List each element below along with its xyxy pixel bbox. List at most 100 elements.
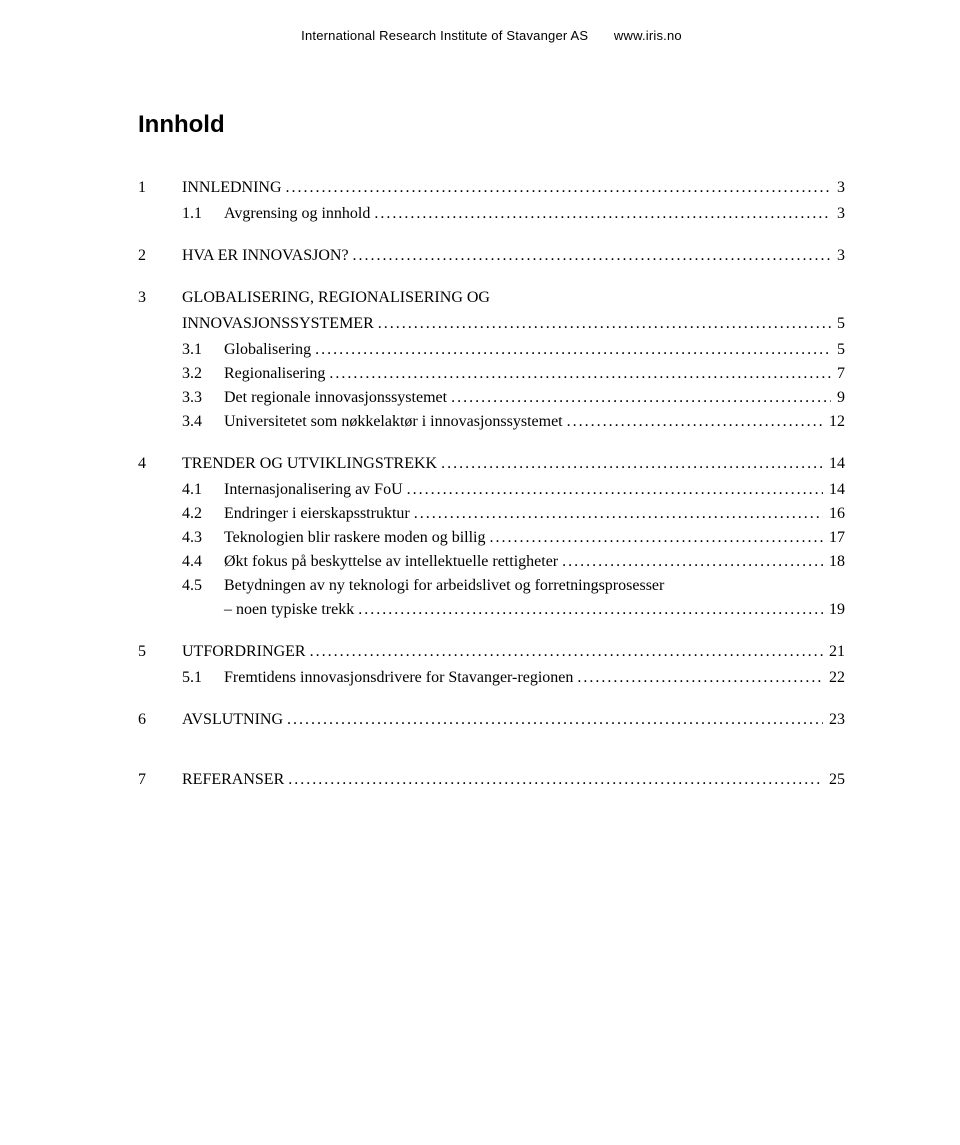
toc-section-row: 5.1Fremtidens innovasjonsdrivere for Sta… bbox=[138, 669, 845, 687]
toc-section-row: – noen typiske trekk 19 bbox=[138, 601, 845, 619]
header-url: www.iris.no bbox=[614, 28, 682, 43]
toc-entry-number: 3.4 bbox=[182, 413, 224, 431]
table-of-contents: 1INNLEDNING31.1Avgrensing og innhold32HV… bbox=[138, 179, 845, 789]
toc-leader-dots bbox=[577, 669, 823, 687]
toc-section-row: 4.1Internasjonalisering av FoU 14 bbox=[138, 481, 845, 499]
toc-entry-label: Avgrensing og innhold bbox=[224, 205, 370, 223]
toc-section-row: 1.1Avgrensing og innhold 3 bbox=[138, 205, 845, 223]
toc-page-number: 23 bbox=[827, 711, 845, 729]
toc-chapter-row: 6AVSLUTNING 23 bbox=[138, 711, 845, 729]
toc-entry-label: Internasjonalisering av FoU bbox=[224, 481, 403, 499]
toc-entry-number: 6 bbox=[138, 711, 182, 729]
toc-leader-dots bbox=[353, 247, 831, 265]
toc-leader-dots bbox=[288, 771, 823, 789]
toc-entry-label: Regionalisering bbox=[224, 365, 325, 383]
toc-entry-label: UTFORDRINGER bbox=[182, 643, 306, 661]
toc-leader-dots bbox=[315, 341, 831, 359]
toc-page-number: 16 bbox=[827, 505, 845, 523]
toc-entry-number: 5.1 bbox=[182, 669, 224, 687]
toc-page-number: 9 bbox=[835, 389, 845, 407]
toc-page-number: 17 bbox=[827, 529, 845, 547]
toc-page-number: 18 bbox=[827, 553, 845, 571]
toc-entry-label: Endringer i eierskapsstruktur bbox=[224, 505, 410, 523]
toc-leader-dots bbox=[562, 553, 823, 571]
toc-section-row: 4.2Endringer i eierskapsstruktur 16 bbox=[138, 505, 845, 523]
toc-entry-number: 3 bbox=[138, 289, 182, 307]
toc-section-row: 3.3Det regionale innovasjonssystemet 9 bbox=[138, 389, 845, 407]
toc-entry-label: AVSLUTNING bbox=[182, 711, 283, 729]
toc-entry-number: 2 bbox=[138, 247, 182, 265]
toc-leader-dots bbox=[414, 505, 823, 523]
toc-entry-number: 4.2 bbox=[182, 505, 224, 523]
toc-page-number: 14 bbox=[827, 481, 845, 499]
toc-chapter-row: 7REFERANSER 25 bbox=[138, 771, 845, 789]
toc-chapter-row: 1INNLEDNING 3 bbox=[138, 179, 845, 197]
toc-leader-dots bbox=[441, 455, 823, 473]
toc-leader-dots bbox=[407, 481, 823, 499]
toc-page-number: 25 bbox=[827, 771, 845, 789]
toc-page-number: 3 bbox=[835, 247, 845, 265]
toc-section-row: 4.5Betydningen av ny teknologi for arbei… bbox=[138, 577, 845, 595]
toc-leader-dots bbox=[567, 413, 823, 431]
toc-leader-dots bbox=[374, 205, 831, 223]
toc-page-number: 12 bbox=[827, 413, 845, 431]
toc-entry-number: 1.1 bbox=[182, 205, 224, 223]
toc-section-row: 3.2Regionalisering 7 bbox=[138, 365, 845, 383]
toc-leader-dots bbox=[451, 389, 831, 407]
toc-page-number: 14 bbox=[827, 455, 845, 473]
toc-entry-label: – noen typiske trekk bbox=[224, 601, 354, 619]
toc-entry-number: 5 bbox=[138, 643, 182, 661]
toc-chapter-row: 4TRENDER OG UTVIKLINGSTREKK 14 bbox=[138, 455, 845, 473]
toc-page-number: 22 bbox=[827, 669, 845, 687]
toc-entry-number: 1 bbox=[138, 179, 182, 197]
toc-section-row: 4.4Økt fokus på beskyttelse av intellekt… bbox=[138, 553, 845, 571]
toc-entry-number: 4.1 bbox=[182, 481, 224, 499]
toc-entry-label: Teknologien blir raskere moden og billig bbox=[224, 529, 485, 547]
toc-title: Innhold bbox=[138, 111, 845, 139]
toc-leader-dots bbox=[358, 601, 823, 619]
page-header: International Research Institute of Stav… bbox=[138, 28, 845, 43]
toc-chapter-row: 2HVA ER INNOVASJON? 3 bbox=[138, 247, 845, 265]
toc-entry-label: Det regionale innovasjonssystemet bbox=[224, 389, 447, 407]
toc-chapter-row: 3GLOBALISERING, REGIONALISERING OG bbox=[138, 289, 845, 307]
toc-section-row: 3.4Universitetet som nøkkelaktør i innov… bbox=[138, 413, 845, 431]
toc-entry-label: Betydningen av ny teknologi for arbeidsl… bbox=[224, 577, 664, 595]
toc-leader-dots bbox=[310, 643, 823, 661]
toc-entry-number: 3.3 bbox=[182, 389, 224, 407]
toc-entry-label: INNOVASJONSSYSTEMER bbox=[182, 315, 374, 333]
toc-page-number: 7 bbox=[835, 365, 845, 383]
toc-leader-dots bbox=[329, 365, 831, 383]
toc-page-number: 5 bbox=[835, 315, 845, 333]
toc-entry-number: 7 bbox=[138, 771, 182, 789]
toc-entry-number: 4.5 bbox=[182, 577, 224, 595]
toc-entry-label: Universitetet som nøkkelaktør i innovasj… bbox=[224, 413, 563, 431]
toc-chapter-row: INNOVASJONSSYSTEMER 5 bbox=[138, 315, 845, 333]
toc-entry-label: INNLEDNING bbox=[182, 179, 282, 197]
header-org: International Research Institute of Stav… bbox=[301, 28, 588, 43]
toc-page-number: 21 bbox=[827, 643, 845, 661]
toc-entry-label: Økt fokus på beskyttelse av intellektuel… bbox=[224, 553, 558, 571]
toc-entry-number: 4.4 bbox=[182, 553, 224, 571]
toc-entry-number: 3.2 bbox=[182, 365, 224, 383]
toc-entry-label: Globalisering bbox=[224, 341, 311, 359]
toc-entry-number: 3.1 bbox=[182, 341, 224, 359]
toc-entry-number: 4 bbox=[138, 455, 182, 473]
toc-entry-label: HVA ER INNOVASJON? bbox=[182, 247, 349, 265]
toc-section-row: 4.3Teknologien blir raskere moden og bil… bbox=[138, 529, 845, 547]
toc-page-number: 3 bbox=[835, 179, 845, 197]
toc-leader-dots bbox=[286, 179, 831, 197]
toc-entry-number: 4.3 bbox=[182, 529, 224, 547]
toc-entry-label: REFERANSER bbox=[182, 771, 284, 789]
document-page: International Research Institute of Stav… bbox=[0, 0, 960, 1145]
toc-page-number: 19 bbox=[827, 601, 845, 619]
toc-entry-label: Fremtidens innovasjonsdrivere for Stavan… bbox=[224, 669, 573, 687]
toc-leader-dots bbox=[287, 711, 823, 729]
toc-chapter-row: 5UTFORDRINGER 21 bbox=[138, 643, 845, 661]
toc-page-number: 3 bbox=[835, 205, 845, 223]
toc-entry-label: GLOBALISERING, REGIONALISERING OG bbox=[182, 289, 490, 307]
toc-section-row: 3.1Globalisering 5 bbox=[138, 341, 845, 359]
toc-page-number: 5 bbox=[835, 341, 845, 359]
toc-leader-dots bbox=[489, 529, 823, 547]
toc-leader-dots bbox=[378, 315, 831, 333]
toc-entry-label: TRENDER OG UTVIKLINGSTREKK bbox=[182, 455, 437, 473]
